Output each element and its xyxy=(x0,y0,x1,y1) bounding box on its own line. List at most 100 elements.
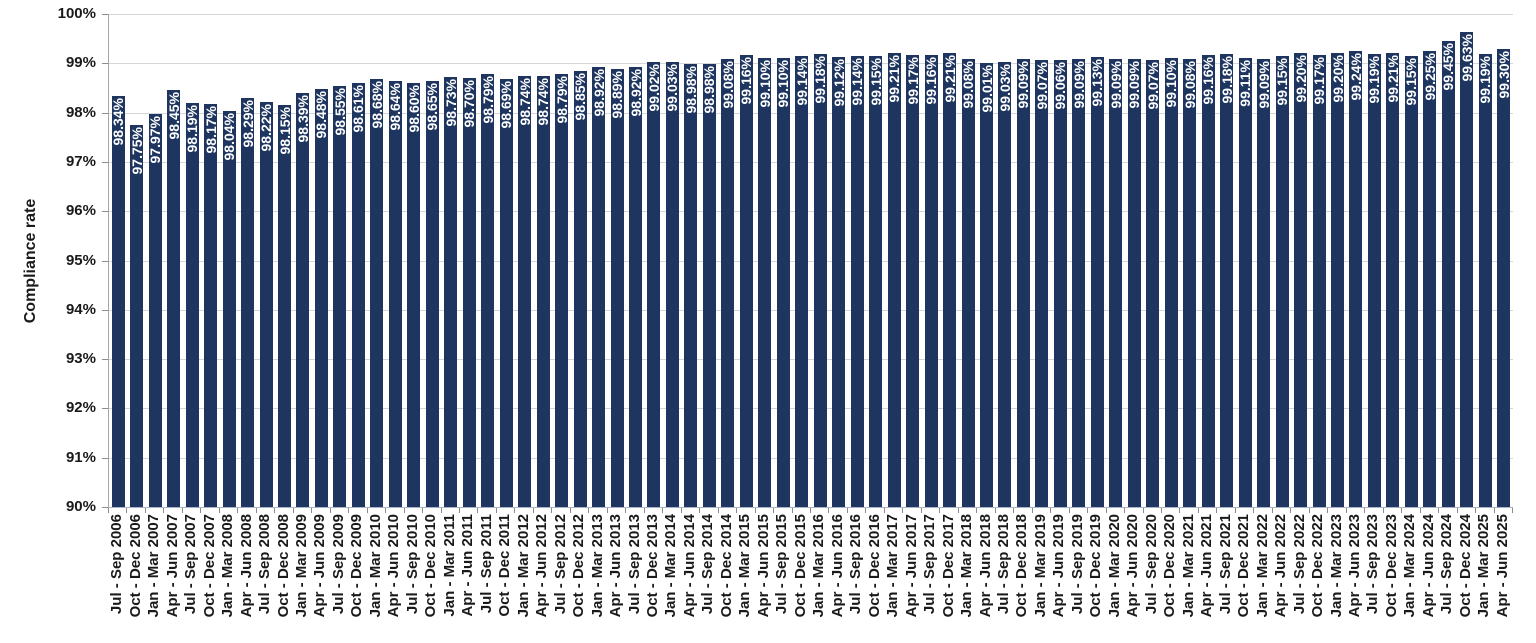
bar: 99.15% xyxy=(867,55,884,507)
bar: 99.09% xyxy=(1071,58,1087,507)
gridline xyxy=(109,457,1513,459)
bar: 98.73% xyxy=(442,76,459,507)
bar-value-label: 98.74% xyxy=(516,78,533,126)
x-axis-tick-label: Apr - Jun 2019 xyxy=(1050,514,1068,618)
y-axis-tick-mark xyxy=(102,260,108,262)
bar-value-label: 98.70% xyxy=(461,80,478,128)
bar-value-label: 99.25% xyxy=(1421,52,1438,101)
plot-area: 98.34% 97.75% 97.97% 98.45% 98.19% 98.17% 98.0… xyxy=(108,14,1513,508)
bar: 99.16% xyxy=(1200,55,1216,507)
x-axis-tick-label: Jul - Sep 2013 xyxy=(625,514,643,615)
x-axis-tick-mark xyxy=(1216,508,1218,513)
x-axis-tick-label: Apr - Jun 2012 xyxy=(533,514,551,618)
x-axis-tick-mark xyxy=(532,508,534,513)
bar-value-label: 99.21% xyxy=(1384,54,1401,103)
x-axis-tick-mark xyxy=(1161,508,1162,513)
bar-value-label: 99.20% xyxy=(1292,55,1309,103)
bar: 97.75% xyxy=(129,124,145,507)
y-axis-tick-mark xyxy=(102,457,108,459)
x-axis-tick-mark xyxy=(477,508,479,513)
x-axis-tick-mark xyxy=(606,508,608,513)
bar-value-label: 99.19% xyxy=(1366,55,1383,104)
x-axis-tick-label: Jan - Mar 2009 xyxy=(292,514,310,618)
bar: 98.61% xyxy=(350,82,367,507)
x-axis-tick-mark xyxy=(865,508,867,513)
x-axis-tick-mark xyxy=(883,508,885,513)
x-axis-tick-mark xyxy=(1512,508,1513,513)
x-axis-tick-label: Jan - Mar 2022 xyxy=(1253,514,1271,618)
x-axis-tick-label: Apr - Jun 2024 xyxy=(1419,514,1437,618)
x-axis-tick-label: Apr - Jun 2010 xyxy=(385,514,403,618)
x-axis-tick-mark xyxy=(920,508,922,513)
x-axis-tick-mark xyxy=(200,508,202,513)
bar: 99.19% xyxy=(1366,53,1383,507)
x-axis-tick-label: Oct - Dec 2006 xyxy=(126,514,144,618)
x-axis-tick-mark xyxy=(495,508,497,513)
bar-value-label: 99.13% xyxy=(1089,58,1106,107)
bar-value-label: 99.45% xyxy=(1440,43,1457,91)
bar: 99.45% xyxy=(1440,41,1457,507)
x-axis-tick-label: Apr - Jun 2020 xyxy=(1124,514,1142,618)
y-axis-tick-label: 99% xyxy=(65,54,96,72)
bar-value-label: 99.14% xyxy=(793,58,810,106)
bar-value-label: 99.21% xyxy=(886,54,903,103)
x-axis-tick-label: Jan - Mar 2020 xyxy=(1105,514,1123,618)
x-axis-tick-mark xyxy=(588,508,590,513)
x-axis-tick-mark xyxy=(791,508,793,513)
x-axis-tick-mark xyxy=(1345,508,1347,513)
x-axis-tick-label: Jul - Sep 2015 xyxy=(773,514,791,615)
x-axis-tick-mark xyxy=(255,508,257,513)
gridline xyxy=(109,408,1513,410)
x-axis-tick-label: Jan - Mar 2013 xyxy=(588,514,606,618)
x-axis-tick-mark xyxy=(1013,508,1015,513)
bar-value-label: 99.07% xyxy=(1144,61,1161,110)
x-axis-tick-label: Jul - Sep 2009 xyxy=(329,514,347,615)
y-axis-tick-label: 92% xyxy=(65,399,96,417)
bar: 98.69% xyxy=(498,78,514,507)
bar: 98.15% xyxy=(277,105,293,507)
gridline xyxy=(109,211,1513,213)
bar-value-label: 99.10% xyxy=(775,60,792,108)
bar-value-label: 98.39% xyxy=(294,95,311,143)
x-axis-tick-label: Jul - Sep 2023 xyxy=(1364,514,1382,615)
gridline xyxy=(109,63,1513,65)
bar-value-label: 98.85% xyxy=(572,72,589,121)
bar-value-label: 98.48% xyxy=(313,90,330,139)
x-axis-tick-mark xyxy=(754,508,756,513)
x-axis-tick-mark xyxy=(1142,508,1144,513)
bar: 99.09% xyxy=(1108,58,1124,507)
bar-value-label: 98.65% xyxy=(424,82,441,131)
x-axis-tick-mark xyxy=(311,508,313,513)
bar: 99.06% xyxy=(1052,60,1069,507)
bar-value-label: 98.55% xyxy=(331,87,348,135)
bar-value-label: 99.21% xyxy=(941,54,958,103)
gridline xyxy=(109,260,1513,262)
x-axis-tick-label: Oct - Dec 2021 xyxy=(1235,514,1253,618)
y-axis-tick-mark xyxy=(102,408,108,410)
bar-value-label: 98.74% xyxy=(535,78,552,126)
y-axis-tick-mark xyxy=(102,161,108,163)
x-axis-tick-label: Oct - Dec 2013 xyxy=(643,514,661,618)
x-axis-tick-mark xyxy=(108,508,109,513)
x-axis-tick-mark xyxy=(1456,508,1458,513)
bar-value-label: 99.02% xyxy=(645,64,662,112)
x-axis-tick-mark xyxy=(440,508,442,513)
bar: 99.12% xyxy=(831,57,847,507)
bar-value-label: 98.61% xyxy=(350,84,367,133)
y-axis-tick-mark xyxy=(102,14,108,15)
bar-value-label: 98.73% xyxy=(442,78,459,127)
bar: 98.79% xyxy=(554,73,570,507)
bar: 99.01% xyxy=(979,62,995,507)
bar-value-label: 99.06% xyxy=(1052,62,1069,110)
bar: 99.16% xyxy=(738,55,754,507)
bar-value-label: 99.15% xyxy=(867,57,884,106)
x-axis-tick-label: Jul - Sep 2019 xyxy=(1068,514,1086,615)
x-axis-tick-mark xyxy=(1253,508,1255,513)
x-axis-tick-mark xyxy=(329,508,331,513)
x-axis-tick-mark xyxy=(422,508,424,513)
x-axis-tick-mark xyxy=(274,508,276,513)
y-axis-tick-label: 97% xyxy=(65,152,96,170)
x-axis-tick-label: Oct - Dec 2024 xyxy=(1456,514,1474,618)
y-axis-tick-mark xyxy=(102,63,108,65)
